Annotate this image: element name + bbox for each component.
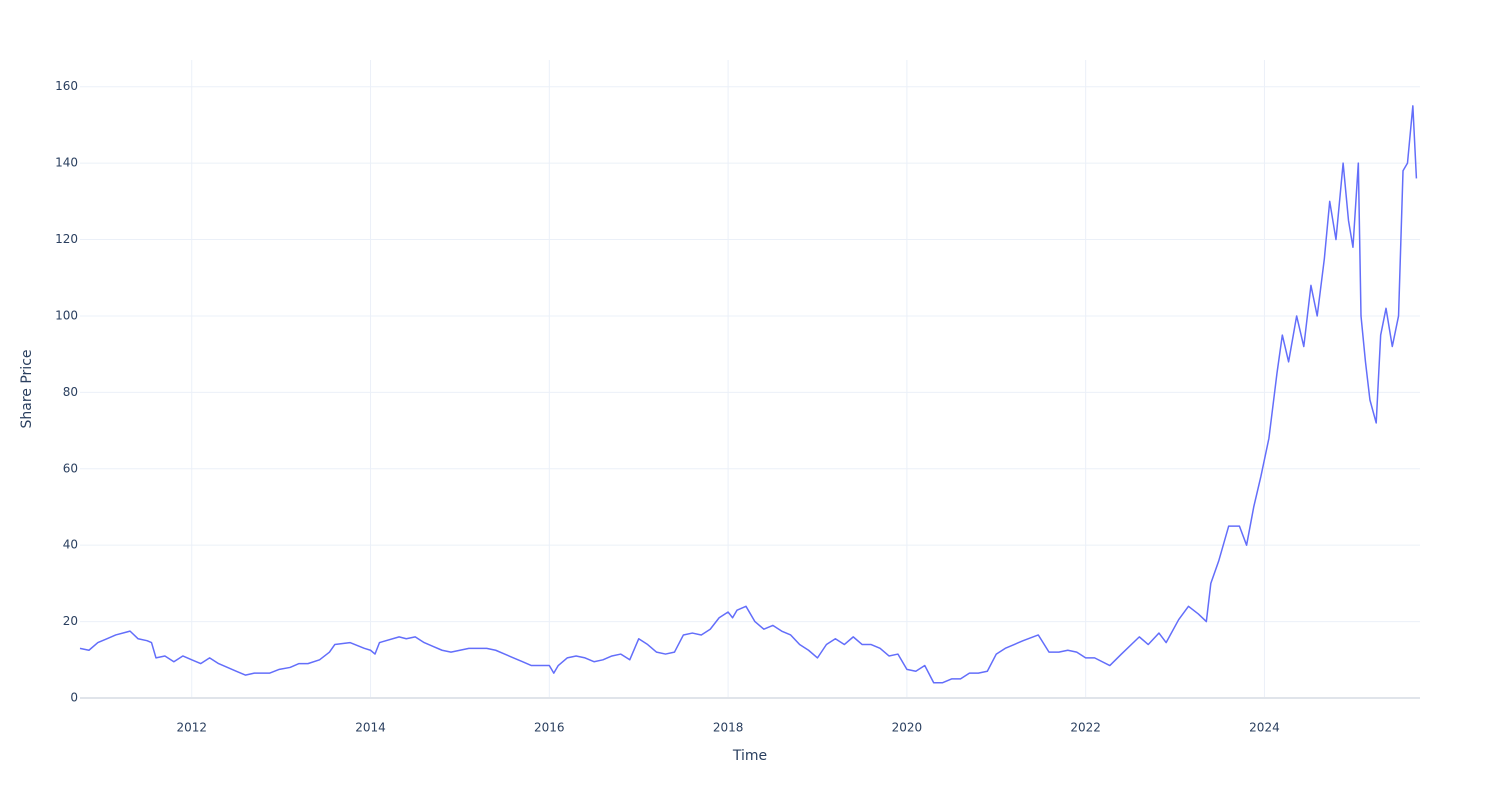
x-tick-label: 2014: [355, 721, 386, 735]
x-tick-label: 2024: [1249, 721, 1280, 735]
price-line: [79, 105, 1418, 684]
y-tick-label: 160: [55, 79, 78, 93]
y-tick-label: 0: [70, 691, 78, 705]
y-tick-label: 60: [63, 461, 78, 475]
y-tick-label: 40: [63, 538, 78, 552]
y-tick-label: 100: [55, 308, 78, 322]
x-tick-label: 2020: [892, 721, 923, 735]
x-tick-label: 2018: [713, 721, 744, 735]
y-tick-label: 140: [55, 156, 78, 170]
x-axis-title: Time: [732, 748, 767, 764]
y-tick-label: 80: [63, 385, 78, 399]
y-tick-label: 120: [55, 232, 78, 246]
y-tick-label: 20: [63, 614, 78, 628]
x-tick-label: 2016: [534, 721, 565, 735]
x-tick-label: 2022: [1070, 721, 1101, 735]
y-axis-title: Share Price: [19, 349, 35, 428]
x-tick-label: 2012: [176, 721, 207, 735]
